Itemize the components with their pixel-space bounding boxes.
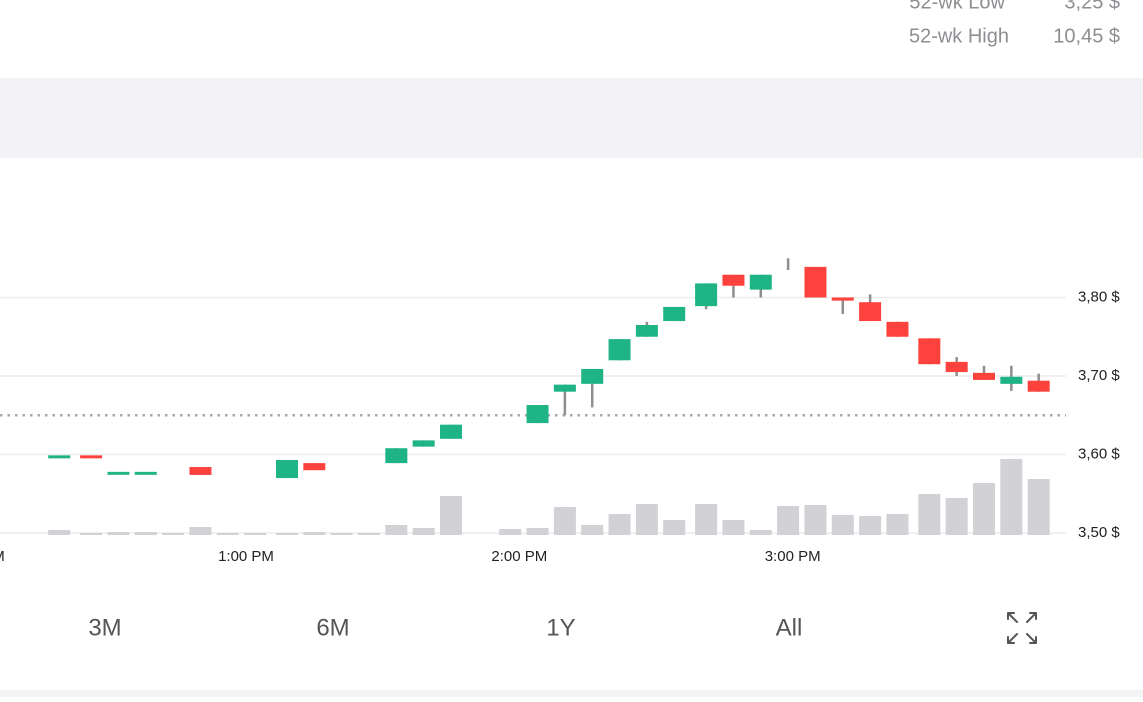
volume-bar xyxy=(635,504,658,535)
expand-icon xyxy=(1026,612,1037,623)
candle-body xyxy=(107,471,130,475)
candle-body xyxy=(859,302,882,322)
volume-bar xyxy=(303,532,326,535)
candle-body xyxy=(749,274,772,290)
candle-body xyxy=(134,471,157,475)
volume-bar xyxy=(134,532,157,535)
y-tick-label: 3,80 $ xyxy=(1078,288,1120,305)
candle-body xyxy=(276,459,298,479)
candle-body xyxy=(526,405,549,424)
candle-body xyxy=(722,274,745,286)
volume-bar xyxy=(973,483,995,535)
volume-bar xyxy=(859,516,882,535)
volume-bar xyxy=(330,533,353,535)
candle-body xyxy=(663,306,686,322)
volume-bar xyxy=(216,533,239,535)
volume-bar xyxy=(48,530,71,535)
y-tick-label: 3,50 $ xyxy=(1078,524,1120,541)
candle-body xyxy=(635,324,658,337)
candle-body xyxy=(804,266,827,298)
volume-bar xyxy=(722,520,745,535)
candle-body xyxy=(553,384,576,392)
stat-label: 52-wk High xyxy=(909,25,1009,47)
range-button[interactable]: 6M xyxy=(316,614,349,641)
candle-body xyxy=(1000,376,1023,384)
stat-value: 3,25 $ xyxy=(1064,0,1120,13)
expand-icon xyxy=(1007,633,1018,644)
expand-icon xyxy=(1007,612,1018,623)
candle-body xyxy=(303,463,326,471)
expand-icon xyxy=(1026,633,1037,644)
volume-bar xyxy=(80,533,103,535)
volume-bar xyxy=(831,515,854,535)
volume-bar xyxy=(886,514,909,535)
candle-body xyxy=(1027,380,1050,392)
candle-body xyxy=(581,368,604,384)
volume-bar xyxy=(358,533,380,535)
candle-body xyxy=(608,339,631,361)
volume-bar xyxy=(804,505,827,535)
candle-body xyxy=(80,455,103,459)
candle-body xyxy=(440,424,462,439)
bottom-edge xyxy=(0,690,1143,697)
candle-body xyxy=(412,440,435,447)
volume-bar xyxy=(412,528,435,535)
candle-body xyxy=(973,372,995,380)
volume-bar xyxy=(777,506,800,535)
volume-bar xyxy=(499,529,522,535)
stat-label: 52-wk Low xyxy=(909,0,1005,13)
separator-band xyxy=(0,78,1143,158)
volume-bar xyxy=(440,496,462,535)
candle-body xyxy=(48,455,71,459)
range-button[interactable]: 1Y xyxy=(546,614,575,641)
volume-bar xyxy=(162,533,185,535)
chart: 3,50 $ 3,60 $ 3,70 $ 3,80 $ 12:00 PM 1:00 PM 2… xyxy=(0,258,1120,565)
volume-bar xyxy=(276,533,298,535)
range-button[interactable]: 3M xyxy=(88,614,121,641)
candle-body xyxy=(385,448,408,464)
candle-body xyxy=(918,338,941,365)
candle-body xyxy=(886,321,909,337)
volume-bar xyxy=(189,527,212,535)
volume-bar xyxy=(244,533,267,535)
candle-body xyxy=(831,297,854,301)
volume-bar xyxy=(553,507,576,535)
x-tick-label: 12:00 PM xyxy=(0,548,5,565)
volume-bar xyxy=(107,532,130,535)
volume-bar xyxy=(1027,479,1050,535)
volume-bar xyxy=(581,525,604,535)
volume-bar xyxy=(749,530,772,535)
stat-value: 10,45 $ xyxy=(1053,25,1120,47)
expand-button[interactable] xyxy=(1007,612,1037,644)
volume-bar xyxy=(918,494,941,535)
x-tick-label: 2:00 PM xyxy=(491,548,547,565)
volume-bar xyxy=(663,520,686,535)
volume-bar xyxy=(526,528,549,535)
range-button[interactable]: All xyxy=(776,614,803,641)
volume-bar xyxy=(1000,459,1023,535)
volume-bar xyxy=(945,498,968,535)
x-tick-label: 3:00 PM xyxy=(765,548,821,565)
candle-body xyxy=(695,283,718,307)
x-tick-label: 1:00 PM xyxy=(218,548,274,565)
candle-body xyxy=(945,361,968,373)
volume-bar xyxy=(695,504,718,535)
volume-bar xyxy=(608,514,631,535)
volume-bar xyxy=(385,525,408,535)
candle-body xyxy=(189,467,212,475)
y-tick-label: 3,60 $ xyxy=(1078,445,1120,462)
y-tick-label: 3,70 $ xyxy=(1078,367,1120,384)
